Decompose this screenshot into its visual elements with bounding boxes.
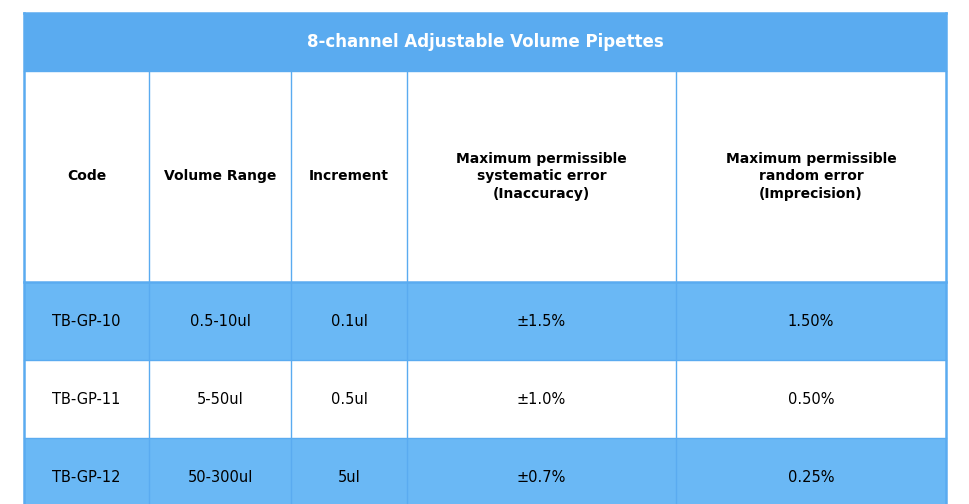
Text: Code: Code <box>67 169 106 183</box>
Bar <box>24 438 945 504</box>
Text: 0.50%: 0.50% <box>787 392 833 407</box>
Text: TB-GP-11: TB-GP-11 <box>52 392 120 407</box>
Text: 5-50ul: 5-50ul <box>197 392 243 407</box>
Text: 0.5-10ul: 0.5-10ul <box>189 314 250 329</box>
Text: ±0.7%: ±0.7% <box>516 470 566 485</box>
Text: Increment: Increment <box>309 169 389 183</box>
Text: 5ul: 5ul <box>337 470 360 485</box>
Text: Maximum permissible
random error
(Imprecision): Maximum permissible random error (Imprec… <box>725 152 895 201</box>
Bar <box>24 13 945 71</box>
Text: 8-channel Adjustable Volume Pipettes: 8-channel Adjustable Volume Pipettes <box>306 33 663 50</box>
Bar <box>24 282 945 360</box>
Text: 0.5ul: 0.5ul <box>330 392 367 407</box>
Text: 0.1ul: 0.1ul <box>330 314 367 329</box>
Text: Maximum permissible
systematic error
(Inaccuracy): Maximum permissible systematic error (In… <box>455 152 626 201</box>
Text: 0.25%: 0.25% <box>787 470 833 485</box>
Text: TB-GP-10: TB-GP-10 <box>52 314 120 329</box>
Text: 50-300ul: 50-300ul <box>187 470 253 485</box>
Text: 1.50%: 1.50% <box>787 314 833 329</box>
Text: ±1.5%: ±1.5% <box>516 314 566 329</box>
Text: ±1.0%: ±1.0% <box>516 392 566 407</box>
Bar <box>24 360 945 438</box>
Text: TB-GP-12: TB-GP-12 <box>52 470 120 485</box>
Bar <box>24 71 945 282</box>
Text: Volume Range: Volume Range <box>164 169 276 183</box>
